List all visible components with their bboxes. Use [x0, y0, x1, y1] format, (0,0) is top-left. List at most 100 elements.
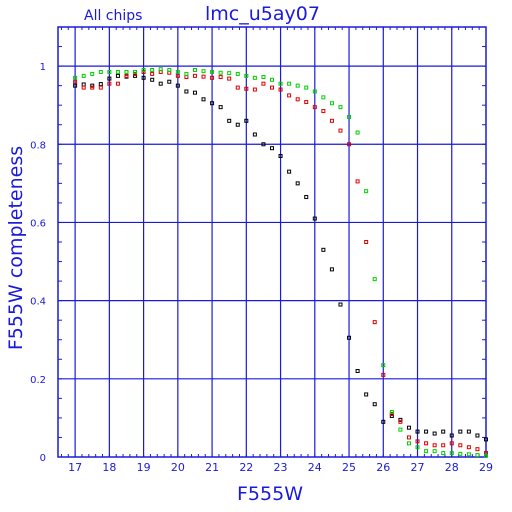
data-point	[338, 105, 343, 110]
grid-lines	[58, 27, 486, 457]
data-point	[167, 79, 172, 84]
data-point	[312, 105, 317, 110]
chart-subtitle: All chips	[84, 8, 142, 24]
data-point	[235, 85, 240, 90]
data-point	[201, 69, 206, 74]
data-point	[475, 433, 480, 438]
data-point	[107, 81, 112, 86]
data-point	[158, 67, 163, 72]
data-point	[398, 419, 403, 424]
minor-ticks	[58, 27, 487, 457]
data-point	[73, 75, 78, 80]
data-point	[141, 68, 146, 72]
data-point	[192, 73, 197, 78]
data-point	[406, 441, 411, 446]
data-point	[90, 85, 95, 90]
data-point	[295, 83, 300, 88]
data-point	[141, 75, 146, 80]
data-point	[287, 81, 292, 86]
data-point	[218, 75, 223, 80]
data-point	[321, 109, 326, 114]
x-tick-labels: 17 18 19 20 21 22 23 24 25 26 27 28 29	[68, 461, 493, 474]
data-point	[115, 69, 120, 74]
data-point	[458, 429, 463, 434]
data-point	[347, 114, 352, 119]
data-point	[295, 181, 300, 186]
y-tick-label: 0	[40, 453, 46, 464]
data-point	[227, 118, 232, 123]
data-point	[484, 437, 488, 442]
data-point	[150, 71, 155, 76]
x-tick-label: 24	[308, 461, 322, 474]
data-point	[304, 195, 309, 200]
data-point	[261, 75, 266, 80]
data-point	[252, 75, 257, 80]
data-point	[184, 71, 189, 76]
data-point	[312, 89, 317, 94]
data-point	[321, 247, 326, 252]
x-tick-label: 20	[171, 461, 185, 474]
data-point	[252, 132, 257, 137]
data-point	[304, 85, 309, 90]
data-point	[175, 73, 180, 78]
data-point	[381, 363, 386, 368]
data-point	[321, 95, 326, 100]
data-point	[192, 90, 197, 95]
data-point	[133, 69, 138, 74]
data-point	[381, 372, 386, 377]
x-tick-label: 22	[239, 461, 253, 474]
data-point	[449, 441, 454, 446]
data-point	[98, 69, 103, 74]
data-point	[81, 85, 86, 90]
data-point	[458, 451, 463, 456]
data-point	[218, 70, 223, 75]
data-point	[210, 101, 215, 106]
data-point	[355, 130, 360, 135]
data-point	[381, 419, 386, 424]
data-point	[432, 449, 437, 454]
x-tick-label: 28	[445, 461, 459, 474]
data-point	[150, 68, 155, 72]
data-point	[252, 87, 257, 92]
data-point	[458, 443, 463, 448]
x-tick-label: 25	[342, 461, 356, 474]
data-point	[270, 85, 274, 90]
chart-title: lmc_u5ay07	[205, 3, 320, 25]
data-point	[449, 451, 454, 456]
data-point	[295, 97, 300, 102]
data-point	[372, 402, 377, 407]
data-point	[424, 429, 429, 434]
data-point	[329, 267, 334, 272]
data-point	[432, 443, 437, 448]
data-point	[73, 79, 78, 84]
data-point	[329, 118, 334, 123]
data-point	[424, 449, 429, 454]
data-point	[304, 100, 309, 105]
data-point	[406, 425, 411, 430]
data-point	[475, 447, 480, 452]
data-point	[184, 89, 189, 94]
data-point	[406, 435, 411, 440]
data-point	[364, 189, 369, 194]
data-point	[218, 105, 223, 110]
data-point	[312, 216, 317, 221]
x-tick-label: 26	[376, 461, 390, 474]
data-point	[244, 86, 249, 91]
data-point	[278, 87, 283, 92]
data-point	[415, 445, 420, 450]
x-tick-label: 17	[68, 461, 82, 474]
data-point	[466, 452, 471, 457]
data-point	[227, 76, 232, 81]
data-point	[167, 68, 172, 72]
data-point	[115, 73, 120, 78]
data-point	[449, 433, 454, 438]
data-point	[175, 69, 180, 74]
y-tick-label: 1	[40, 62, 46, 73]
data-point	[235, 122, 240, 127]
data-point	[227, 71, 232, 76]
data-point	[466, 445, 471, 450]
y-tick-labels: 0 0.2 0.4 0.6 0.8 1	[30, 62, 46, 464]
data-point	[184, 75, 189, 80]
data-point	[81, 82, 86, 87]
data-point	[398, 427, 403, 432]
